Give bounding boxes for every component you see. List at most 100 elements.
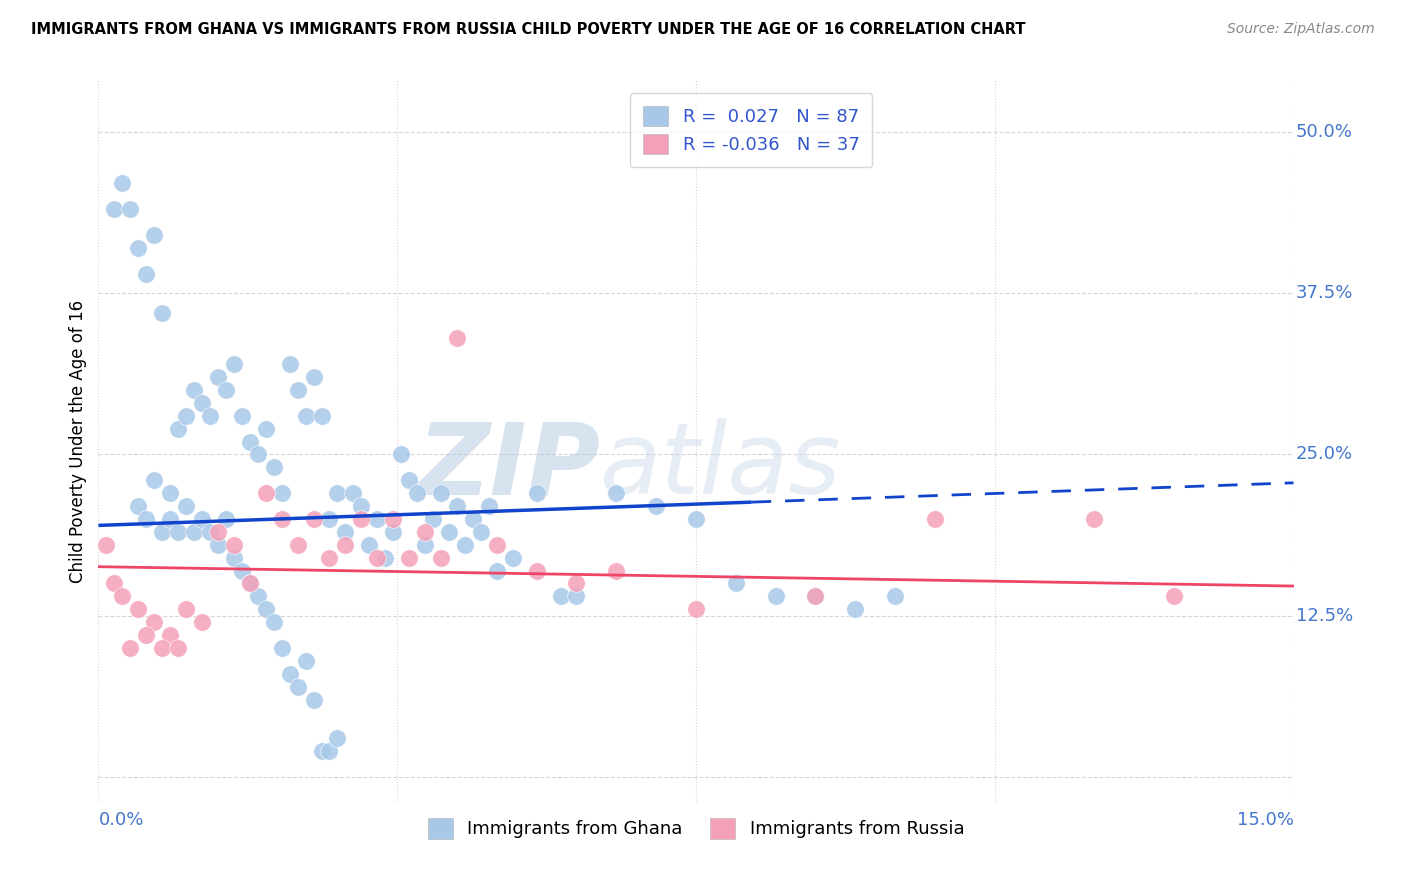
Point (454, 538, 477, 552)
Point (565, 590, 588, 604)
Point (239, 434, 262, 449)
Point (318, 512, 340, 526)
Point (645, 499, 668, 513)
Point (120, 202, 142, 217)
Point (143, 615, 166, 630)
Point (382, 524, 405, 539)
Point (135, 512, 157, 526)
Point (350, 499, 373, 513)
Point (174, 409, 197, 423)
Point (246, 590, 269, 604)
Point (143, 228, 166, 243)
Point (143, 473, 166, 487)
Point (150, 640, 173, 655)
Point (311, 744, 333, 758)
Point (159, 512, 181, 526)
Point (446, 331, 468, 345)
Point (111, 177, 134, 191)
Point (239, 576, 262, 591)
Point (270, 486, 292, 500)
Point (374, 550, 396, 565)
Point (198, 524, 221, 539)
Point (270, 512, 292, 526)
Point (398, 473, 420, 487)
Point (478, 499, 501, 513)
Point (198, 409, 221, 423)
Point (254, 602, 277, 616)
Point (311, 409, 333, 423)
Point (844, 602, 866, 616)
Point (294, 654, 316, 668)
Point (294, 409, 316, 423)
Point (222, 550, 245, 565)
Point (565, 576, 588, 591)
Point (382, 512, 405, 526)
Point (318, 550, 340, 565)
Point (765, 590, 787, 604)
Point (430, 486, 453, 500)
Point (502, 550, 524, 565)
Point (302, 512, 325, 526)
Point (287, 680, 309, 694)
Point (174, 499, 197, 513)
Point (263, 460, 285, 475)
Point (398, 550, 420, 565)
Point (174, 602, 197, 616)
Text: 15.0%: 15.0% (1236, 811, 1294, 830)
Point (120, 640, 142, 655)
Point (231, 564, 253, 578)
Point (470, 524, 492, 539)
Point (413, 524, 436, 539)
Point (215, 512, 238, 526)
Text: 12.5%: 12.5% (1296, 607, 1353, 624)
Text: atlas: atlas (600, 418, 842, 516)
Text: Source: ZipAtlas.com: Source: ZipAtlas.com (1227, 22, 1375, 37)
Point (335, 538, 357, 552)
Text: 0.0%: 0.0% (98, 811, 143, 830)
Point (207, 370, 229, 384)
Point (239, 576, 262, 591)
Point (461, 512, 484, 526)
Point (685, 512, 707, 526)
Point (724, 576, 747, 591)
Point (526, 564, 548, 578)
Legend: Immigrants from Ghana, Immigrants from Russia: Immigrants from Ghana, Immigrants from R… (420, 811, 972, 846)
Point (413, 538, 436, 552)
Text: 25.0%: 25.0% (1296, 445, 1353, 464)
Point (406, 486, 429, 500)
Y-axis label: Child Poverty Under the Age of 16: Child Poverty Under the Age of 16 (69, 300, 87, 583)
Point (254, 422, 277, 436)
Point (159, 486, 181, 500)
Point (150, 524, 173, 539)
Point (127, 499, 149, 513)
Point (191, 396, 214, 410)
Point (278, 357, 301, 371)
Point (135, 628, 157, 642)
Point (167, 524, 190, 539)
Point (278, 666, 301, 681)
Point (167, 422, 190, 436)
Point (326, 731, 349, 746)
Point (605, 486, 627, 500)
Point (302, 692, 325, 706)
Point (159, 628, 181, 642)
Point (127, 602, 149, 616)
Point (526, 486, 548, 500)
Point (924, 512, 946, 526)
Point (287, 538, 309, 552)
Point (685, 602, 707, 616)
Point (326, 486, 349, 500)
Point (485, 538, 508, 552)
Point (1083, 512, 1105, 526)
Point (96, 538, 118, 552)
Point (254, 486, 277, 500)
Point (222, 357, 245, 371)
Point (135, 267, 157, 281)
Point (422, 512, 444, 526)
Point (389, 447, 412, 461)
Point (335, 524, 357, 539)
Point (359, 538, 381, 552)
Point (485, 564, 508, 578)
Text: 37.5%: 37.5% (1296, 285, 1354, 302)
Point (342, 486, 364, 500)
